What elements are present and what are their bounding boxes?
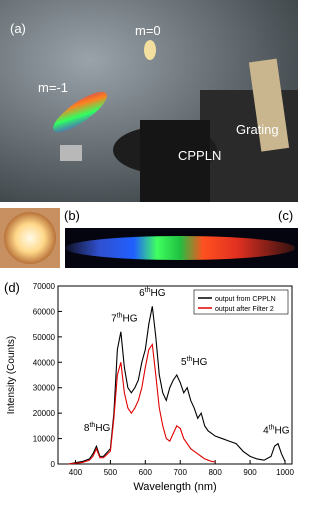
y-tick-label: 60000 — [33, 307, 56, 316]
peak-label-part: th — [269, 424, 275, 431]
x-tick-label: 900 — [243, 468, 257, 477]
peak-label-part: HG — [123, 314, 138, 325]
y-tick-label: 70000 — [33, 282, 56, 291]
crystal-label: CPPLN — [178, 148, 221, 163]
legend-box — [193, 289, 289, 315]
peak-label-part: HG — [274, 425, 289, 436]
legend-label: output after Filter 2 — [215, 306, 274, 313]
peak-label-part: HG — [192, 357, 207, 368]
series-line — [68, 306, 286, 465]
x-tick-label: 1000 — [276, 468, 294, 477]
x-tick-label: 800 — [208, 468, 222, 477]
peak-label: 4thHG — [263, 424, 290, 436]
chart: 0 10000 20000 30000 40000 50000 60000 70000 400 5… — [6, 282, 294, 493]
panel-label: (b) — [64, 208, 80, 223]
peak-label-part: 8 — [84, 423, 90, 434]
peak-label-part: th — [145, 287, 151, 294]
x-tick-label: 700 — [174, 468, 188, 477]
grating-label: Grating — [236, 122, 279, 137]
x-tick-label: 500 — [104, 468, 118, 477]
peak-label-part: 5 — [181, 357, 187, 368]
peak-label-part: th — [89, 422, 95, 429]
peak-label: 5thHG — [181, 356, 208, 368]
x-tick-label: 400 — [69, 468, 83, 477]
y-tick-label: 0 — [51, 460, 56, 469]
y-tick-label: 50000 — [33, 333, 56, 342]
peak-label: 7thHG — [111, 313, 138, 325]
y-tick-label: 20000 — [33, 409, 56, 418]
peak-label-part: 4 — [263, 425, 269, 436]
y-axis-title: Intensity (Counts) — [6, 336, 17, 414]
plot-frame — [57, 285, 293, 465]
peak-label-part: 7 — [111, 314, 117, 325]
peak-label-part: 6 — [139, 288, 145, 299]
x-axis-title: Wavelength (nm) — [133, 481, 216, 493]
photo-a: (a) m=0 m=-1 Grating CPPLN — [0, 0, 298, 202]
y-tick-label: 10000 — [33, 435, 56, 444]
peak-label-part: HG — [95, 423, 110, 434]
order-label: m=0 — [135, 23, 161, 38]
series-line — [68, 342, 216, 465]
legend-label: output from CPPLN — [215, 296, 276, 303]
panel-label: (c) — [278, 208, 293, 223]
order-label: m=-1 — [38, 80, 68, 95]
peak-label-part: th — [117, 313, 123, 320]
y-tick-label: 30000 — [33, 384, 56, 393]
beam-spot — [4, 212, 56, 264]
peak-label: 8thHG — [84, 422, 111, 434]
panel-label: (a) — [10, 21, 26, 36]
y-tick-label: 40000 — [33, 358, 56, 367]
panel-label: (d) — [4, 280, 20, 295]
spectrum-strip — [65, 236, 295, 260]
x-tick-label: 600 — [139, 468, 153, 477]
peak-label-part: th — [187, 356, 193, 363]
peak-label: 6thHG — [139, 287, 166, 299]
peak-label-part: HG — [151, 288, 166, 299]
figure: (a) m=0 m=-1 Grating CPPLN (b) (c) (d) 0… — [0, 0, 298, 493]
